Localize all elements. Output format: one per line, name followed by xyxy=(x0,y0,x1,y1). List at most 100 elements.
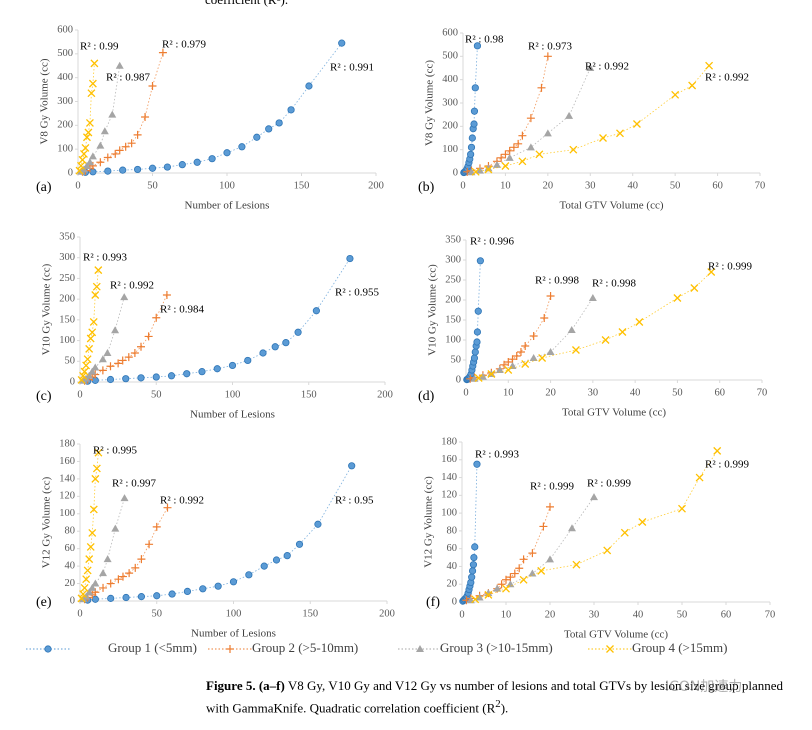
y-tick-label: 140 xyxy=(59,473,75,484)
y-tick-label: 200 xyxy=(57,120,73,131)
legend-label: Group 2 (>5-10mm) xyxy=(252,640,358,655)
point xyxy=(153,592,161,600)
y-tick-label: 500 xyxy=(57,48,73,59)
y-tick-label: 0 xyxy=(68,167,73,178)
point xyxy=(471,348,479,356)
point xyxy=(125,569,134,578)
y-tick-label: 200 xyxy=(442,121,458,132)
point xyxy=(111,524,120,532)
point xyxy=(85,371,94,379)
y-tick-label: 120 xyxy=(441,490,457,501)
point xyxy=(78,155,87,164)
x-tick-label: 150 xyxy=(301,389,317,400)
annotation: R² : 0.992 xyxy=(705,72,749,84)
point xyxy=(108,110,117,118)
point xyxy=(473,328,482,336)
point xyxy=(122,375,130,383)
point xyxy=(99,569,108,577)
x-tick-label: 0 xyxy=(75,180,80,191)
point xyxy=(83,355,92,364)
point xyxy=(244,356,252,365)
point xyxy=(84,128,93,137)
y-axis-label: V8 Gy Volume (cc) xyxy=(424,60,436,146)
point xyxy=(618,328,627,336)
point xyxy=(638,518,647,526)
y-tick-label: 100 xyxy=(445,334,461,345)
point xyxy=(96,141,105,149)
point xyxy=(77,594,86,603)
y-tick-label: 100 xyxy=(59,508,75,519)
y-tick-label: 50 xyxy=(65,356,76,367)
y-tick-label: 400 xyxy=(57,72,73,83)
point xyxy=(515,564,524,573)
x-tick-label: 10 xyxy=(500,180,511,191)
point xyxy=(103,349,112,356)
x-tick-label: 10 xyxy=(501,609,512,620)
y-tick-label: 350 xyxy=(445,234,461,245)
point xyxy=(470,354,479,362)
point xyxy=(521,360,530,368)
point xyxy=(122,593,130,602)
y-tick-label: 40 xyxy=(65,561,76,572)
point xyxy=(705,61,714,70)
point xyxy=(599,134,607,142)
point xyxy=(518,131,527,140)
point xyxy=(287,106,295,114)
point xyxy=(118,572,127,581)
x-tick-label: 30 xyxy=(585,180,596,191)
x-tick-label: 200 xyxy=(377,389,393,400)
x-tick-label: 0 xyxy=(77,608,82,619)
point xyxy=(96,158,105,167)
point xyxy=(505,153,514,161)
point xyxy=(88,79,97,88)
point xyxy=(158,48,167,57)
y-axis-label: V8 Gy Volume (cc) xyxy=(39,58,51,144)
y-tick-label: 250 xyxy=(59,273,75,284)
annotation: R² : 0.991 xyxy=(330,62,374,74)
series-line xyxy=(471,67,591,173)
caption-sup: 2 xyxy=(495,698,501,710)
point xyxy=(346,254,354,263)
x-axis-label: Number of Lesions xyxy=(191,628,276,640)
y-tick-label: 0 xyxy=(452,596,457,607)
x-tick-label: 100 xyxy=(219,180,235,191)
point xyxy=(519,555,528,564)
point xyxy=(678,504,686,513)
x-tick-label: 50 xyxy=(670,180,681,191)
annotation: R² : 0.95 xyxy=(335,495,374,507)
point xyxy=(601,336,610,344)
point xyxy=(470,120,478,128)
caption: Figure 5. (a–f) V8 Gy, V10 Gy and V12 Gy… xyxy=(206,676,796,717)
point xyxy=(713,446,722,455)
y-tick-label: 80 xyxy=(447,525,458,536)
point xyxy=(133,130,142,139)
point xyxy=(312,307,320,315)
point xyxy=(90,59,99,68)
panel-label: (c) xyxy=(36,389,52,404)
y-tick-label: 350 xyxy=(59,231,75,242)
point xyxy=(94,448,103,457)
y-tick-label: 100 xyxy=(441,508,457,519)
point xyxy=(620,528,629,537)
x-axis-label: Total GTV Volume (cc) xyxy=(562,407,666,419)
x-tick-label: 70 xyxy=(755,180,766,191)
x-tick-label: 70 xyxy=(757,387,768,398)
panel-label: (a) xyxy=(36,180,52,195)
point xyxy=(81,144,90,152)
x-tick-label: 200 xyxy=(368,180,384,191)
point xyxy=(543,129,552,137)
annotation: R² : 0.999 xyxy=(708,261,752,273)
point xyxy=(528,549,537,558)
point xyxy=(83,566,92,575)
y-tick-label: 300 xyxy=(57,96,73,107)
point xyxy=(130,349,139,357)
point xyxy=(82,592,91,600)
point xyxy=(79,371,88,380)
point xyxy=(474,307,482,315)
point xyxy=(514,139,523,148)
point xyxy=(111,149,120,158)
point xyxy=(275,119,283,127)
y-tick-label: 100 xyxy=(57,144,73,155)
point xyxy=(193,158,201,166)
